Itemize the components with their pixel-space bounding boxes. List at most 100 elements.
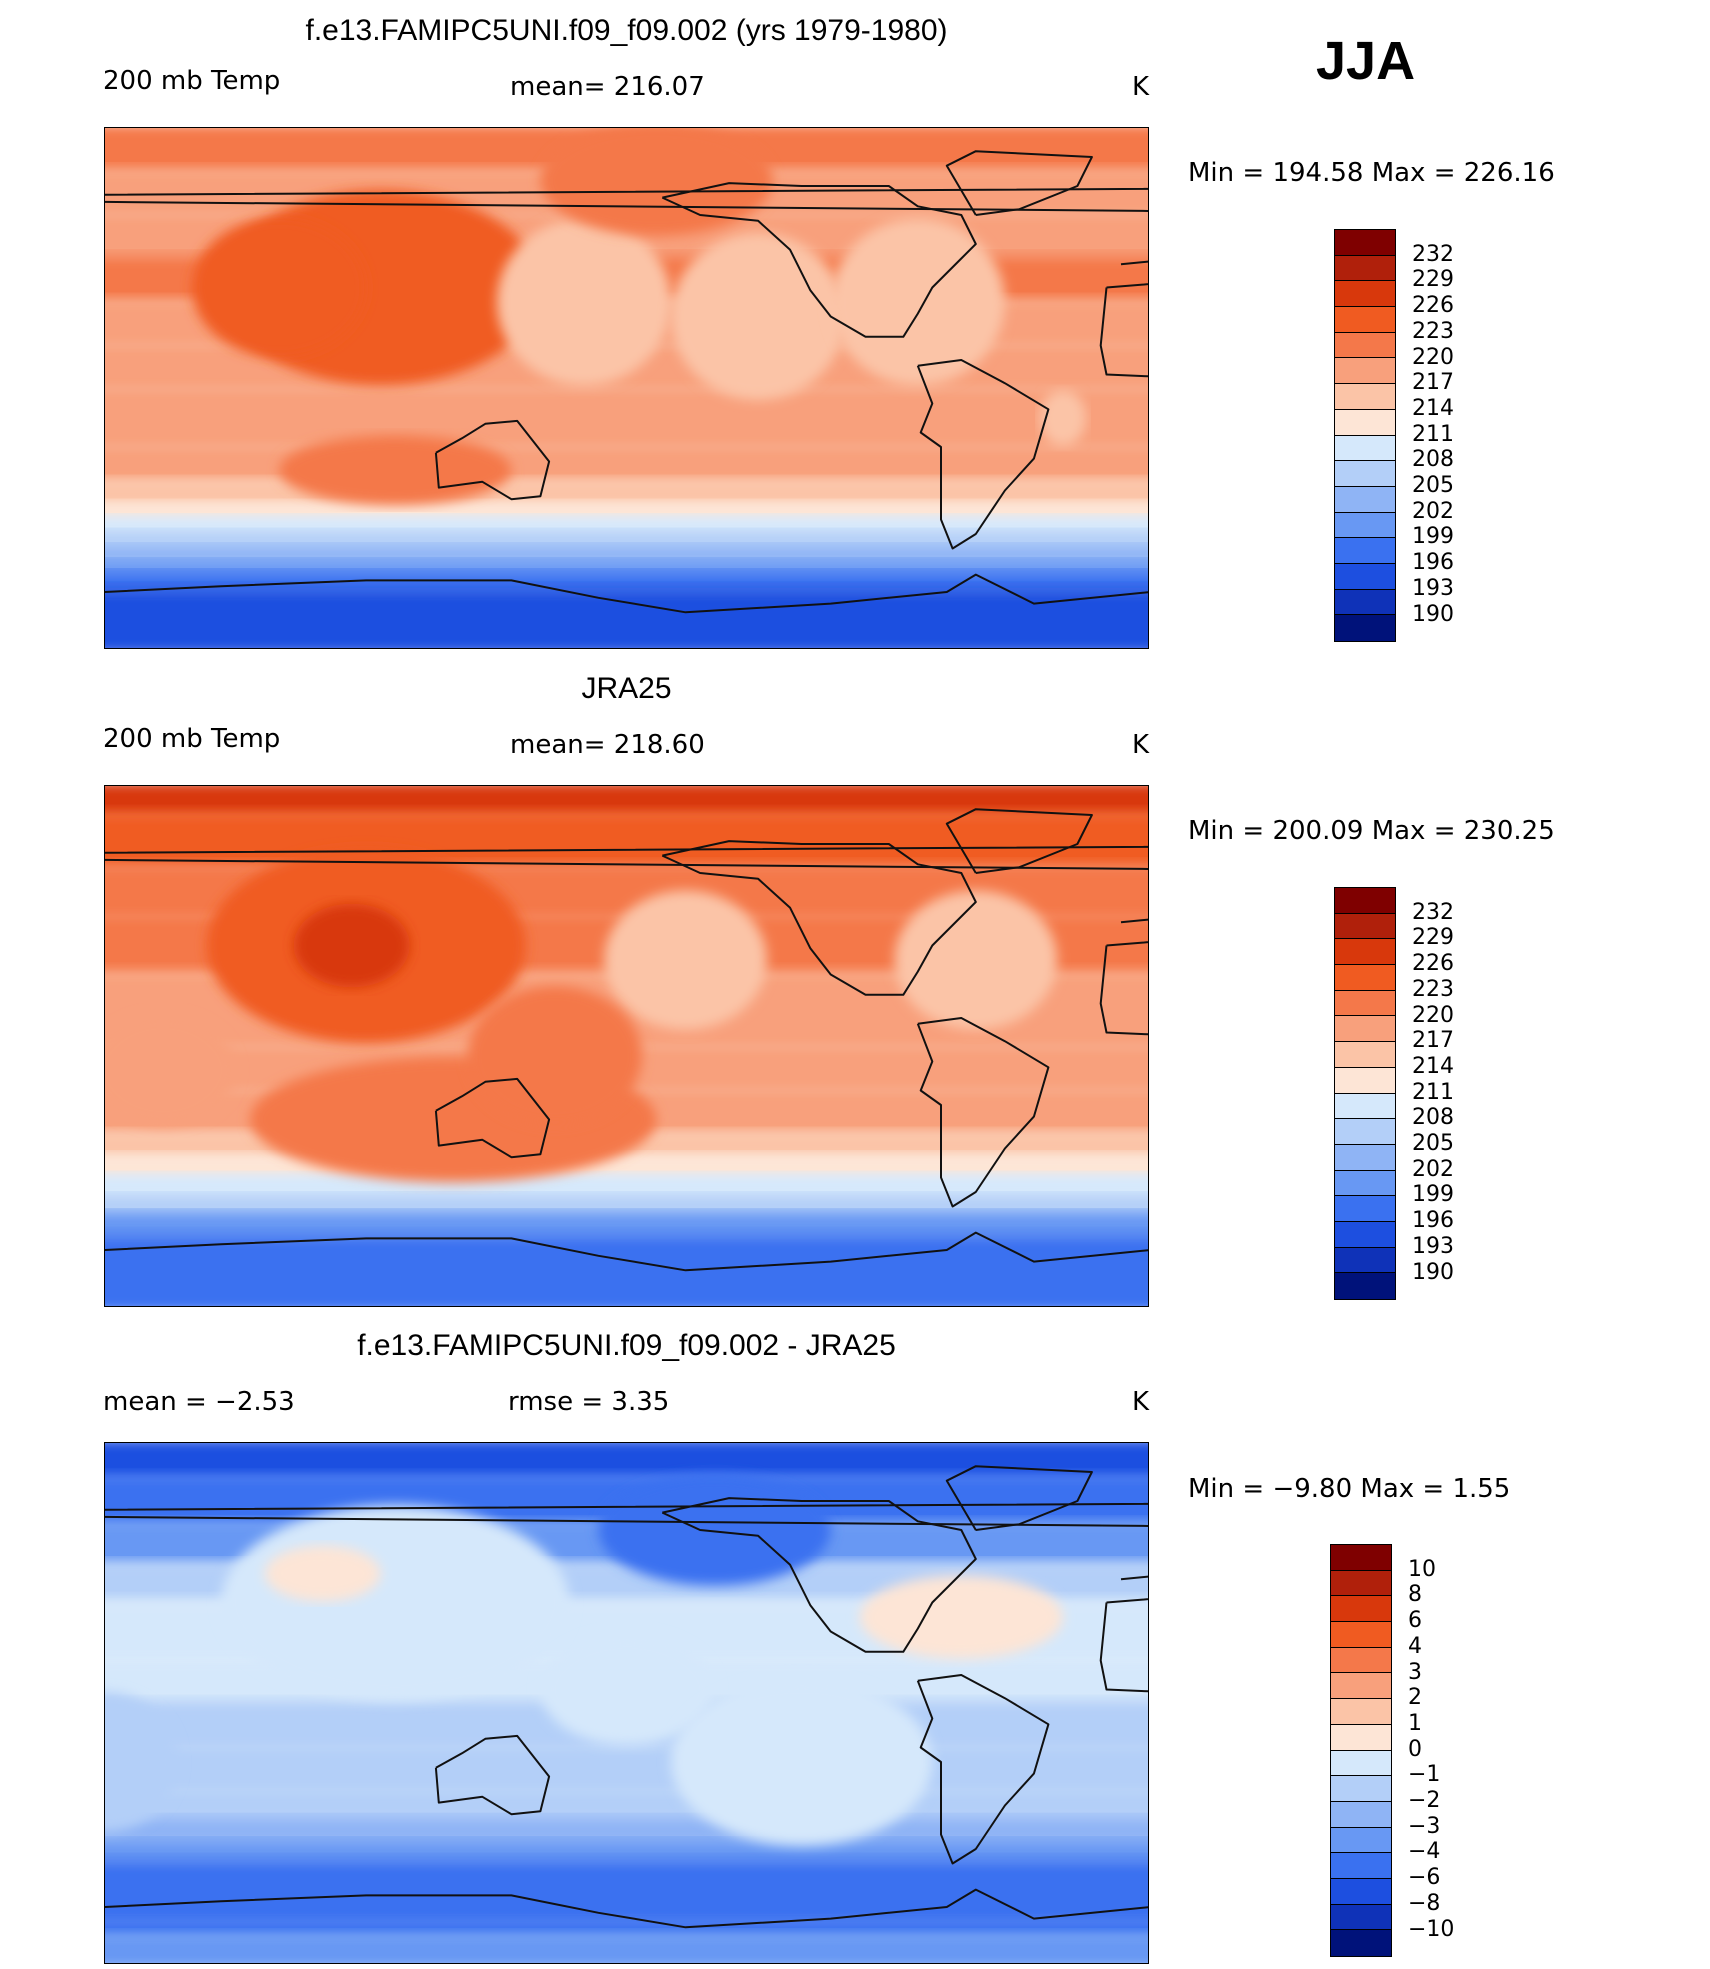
colorbar-label: 205	[1412, 1131, 1454, 1156]
colorbar-box	[1331, 1699, 1391, 1725]
colorbar-label: 8	[1408, 1582, 1422, 1608]
panel-title: JRA25	[581, 672, 672, 705]
colorbar-box	[1335, 538, 1395, 564]
colorbar-label: 202	[1412, 498, 1454, 524]
colorbar-box	[1335, 563, 1395, 590]
colorbar-label: 211	[1412, 1079, 1454, 1105]
contour-region	[540, 128, 773, 236]
colorbar-box	[1331, 1596, 1391, 1623]
colorbar-box	[1331, 1545, 1391, 1571]
coastline	[916, 1017, 1050, 1208]
panel-title: f.e13.FAMIPC5UNI.f09_f09.002 - JRA25	[357, 1329, 896, 1362]
colorbar-box	[1331, 1878, 1391, 1905]
contour-region	[279, 435, 512, 506]
coastline	[434, 419, 551, 501]
colorbar-label: 205	[1412, 473, 1454, 498]
variable-label: 200 mb Temp	[103, 724, 281, 754]
coastline	[434, 1077, 551, 1159]
colorbar-label: −2	[1408, 1788, 1441, 1813]
coastline	[945, 150, 1093, 216]
contour-band	[105, 1859, 1148, 1926]
colorbar-box	[1331, 1673, 1391, 1700]
coastline	[105, 1888, 1148, 1929]
contour-region	[598, 1474, 831, 1586]
coastline	[105, 1231, 1148, 1272]
colorbar-box	[1331, 1622, 1391, 1648]
colorbar-label: 217	[1412, 370, 1454, 396]
colorbar-label: 223	[1412, 318, 1454, 344]
colorbar-box	[1335, 358, 1395, 385]
colorbar-box	[1335, 939, 1395, 966]
colorbar-box	[1335, 1067, 1395, 1094]
mean-label: mean= 216.07	[510, 72, 705, 102]
colorbar-label: 223	[1412, 976, 1454, 1002]
colorbar-box	[1335, 332, 1395, 359]
colorbar-box	[1331, 1904, 1391, 1931]
coastline	[661, 1497, 977, 1653]
contour-band	[105, 385, 1148, 451]
contour-region	[467, 986, 643, 1126]
colorbar-label: −1	[1408, 1762, 1441, 1788]
colorbar	[1330, 1544, 1392, 1957]
coastline	[661, 840, 977, 996]
units-label: K	[1132, 72, 1150, 102]
rmse-label: rmse = 3.35	[508, 1387, 670, 1417]
colorbar-box	[1331, 1647, 1391, 1674]
coastline	[434, 1734, 551, 1816]
colorbar-box	[1335, 1247, 1395, 1274]
colorbar-label: 214	[1412, 395, 1454, 421]
colorbar-label: 190	[1412, 1259, 1454, 1285]
colorbar-box	[1335, 1196, 1395, 1222]
map-svg	[105, 1443, 1148, 1963]
contour-region	[192, 217, 367, 358]
colorbar-label: 190	[1412, 601, 1454, 627]
colorbar-label: 1	[1408, 1710, 1422, 1736]
contour-map	[104, 1442, 1149, 1964]
colorbar-box	[1335, 965, 1395, 991]
colorbar-box	[1331, 1750, 1391, 1777]
units-label: K	[1132, 1387, 1150, 1417]
min-max-label: Min = −9.80 Max = 1.55	[1188, 1474, 1511, 1504]
colorbar-label: 229	[1412, 267, 1454, 293]
diff-mean-label: mean = −2.53	[103, 1387, 295, 1417]
colorbar-label: −8	[1408, 1890, 1441, 1916]
coastline	[1099, 283, 1148, 378]
min-max-label: Min = 194.58 Max = 226.16	[1188, 158, 1555, 188]
colorbar-label: 220	[1412, 1002, 1454, 1028]
colorbar-box	[1335, 512, 1395, 539]
colorbar	[1334, 229, 1396, 642]
colorbar-box	[1335, 589, 1395, 616]
contour-region	[105, 1692, 178, 1832]
colorbar-label: 232	[1412, 899, 1454, 925]
coastline	[661, 182, 977, 338]
colorbar-box	[1335, 1042, 1395, 1068]
colorbar-label: 214	[1412, 1053, 1454, 1079]
contour-band	[105, 1743, 1148, 1795]
colorbar-label: 196	[1412, 1208, 1454, 1234]
colorbar-label: 220	[1412, 344, 1454, 370]
colorbar-label: −4	[1408, 1839, 1441, 1865]
coastline	[945, 1465, 1093, 1531]
colorbar-label: 4	[1408, 1633, 1422, 1659]
colorbar-label: 199	[1412, 524, 1454, 550]
colorbar-box	[1335, 990, 1395, 1017]
colorbar-label: 10	[1408, 1556, 1436, 1582]
colorbar-box	[1335, 1016, 1395, 1043]
variable-label: 200 mb Temp	[103, 66, 281, 96]
contour-band	[105, 1932, 1148, 1963]
colorbar-label: 208	[1412, 1105, 1454, 1131]
colorbar-box	[1335, 435, 1395, 462]
coastline	[1099, 941, 1148, 1036]
contour-region	[264, 1545, 381, 1602]
colorbar-box	[1335, 230, 1395, 256]
colorbar-label: 229	[1412, 925, 1454, 951]
contour-region	[293, 903, 410, 988]
mean-label: mean= 218.60	[510, 730, 705, 760]
contour-region	[496, 218, 672, 386]
contour-map	[104, 785, 1149, 1307]
colorbar-box	[1331, 1801, 1391, 1828]
colorbar-label: 226	[1412, 293, 1454, 319]
min-max-label: Min = 200.09 Max = 230.25	[1188, 816, 1555, 846]
map-svg	[105, 128, 1148, 648]
season-label: JJA	[1316, 31, 1416, 91]
